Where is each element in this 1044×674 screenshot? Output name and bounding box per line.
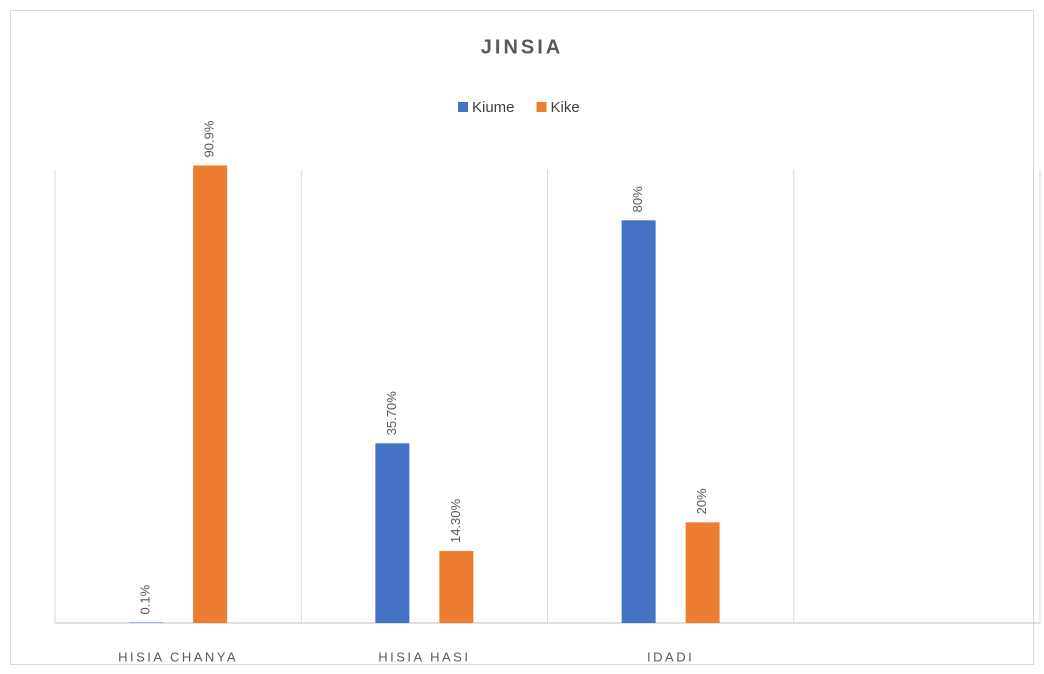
- x-tick-label: HISIA CHANYA: [118, 649, 238, 664]
- legend-label: Kiume: [472, 99, 515, 116]
- bar: [685, 522, 720, 623]
- bar: [193, 165, 228, 623]
- data-label: 14.30%: [448, 498, 463, 543]
- x-tick-label: HISIA HASI: [378, 649, 470, 664]
- data-label: 90.9%: [202, 120, 217, 157]
- legend-swatch: [536, 102, 547, 112]
- legend-label: Kike: [551, 99, 580, 116]
- bar: [439, 551, 474, 623]
- data-label: 20%: [694, 488, 709, 514]
- data-label: 35.70%: [384, 391, 399, 436]
- legend-swatch: [458, 102, 468, 112]
- bar: [129, 622, 164, 623]
- chart-frame: [10, 10, 1034, 665]
- x-tick-label: IDADI: [647, 649, 694, 664]
- bar: [375, 443, 410, 623]
- chart-title: JINSIA: [481, 36, 563, 58]
- data-label: 0.1%: [138, 584, 153, 614]
- bar: [621, 220, 656, 624]
- data-label: 80%: [630, 186, 645, 212]
